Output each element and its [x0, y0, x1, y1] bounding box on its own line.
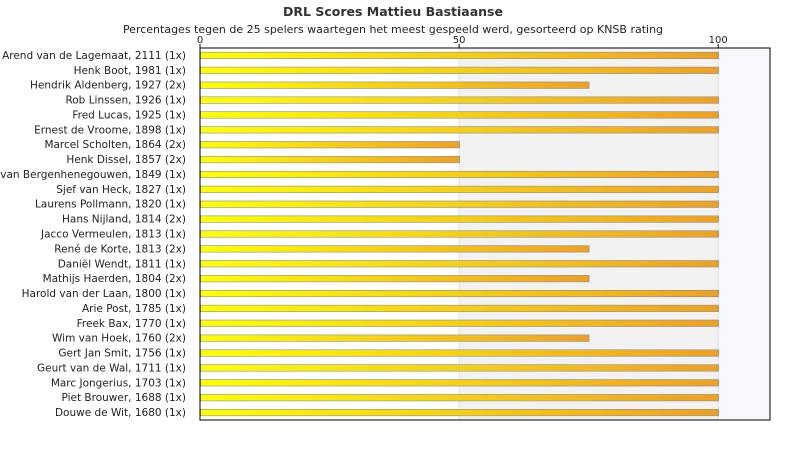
- category-label: Jacco Vermeulen, 1813 (1x): [40, 229, 186, 241]
- category-label: Sjef van Heck, 1827 (1x): [56, 184, 186, 196]
- bar: [200, 81, 590, 89]
- bar: [200, 215, 719, 223]
- category-label: Harold van der Laan, 1800 (1x): [22, 288, 186, 300]
- category-label: Rob Linssen, 1926 (1x): [65, 95, 186, 107]
- bar: [200, 319, 719, 327]
- category-label: Geurt van de Wal, 1711 (1x): [37, 362, 186, 374]
- bar: [200, 200, 719, 208]
- category-label: Marco van Bergenhenegouwen, 1849 (1x): [0, 169, 186, 181]
- x-tick-label: 100: [709, 35, 728, 46]
- bar: [200, 349, 719, 357]
- plot-band-beyond-100: [718, 48, 770, 420]
- bar: [200, 156, 460, 164]
- bar: [200, 379, 719, 387]
- category-label: René de Korte, 1813 (2x): [54, 243, 186, 255]
- category-label: Henk Boot, 1981 (1x): [74, 65, 186, 77]
- chart-title: DRL Scores Mattieu Bastiaanse: [283, 4, 503, 19]
- bar: [200, 185, 719, 193]
- category-label: Gert Jan Smit, 1756 (1x): [58, 348, 186, 360]
- bar: [200, 394, 719, 402]
- plot-frame: [199, 47, 771, 421]
- bar: [200, 111, 719, 119]
- category-label: Freek Bax, 1770 (1x): [77, 318, 186, 330]
- category-label: Marcel Scholten, 1864 (2x): [44, 139, 186, 151]
- chart-subtitle: Percentages tegen de 25 spelers waartege…: [123, 23, 663, 36]
- category-label: Mathijs Haerden, 1804 (2x): [43, 273, 186, 285]
- category-label: Daniël Wendt, 1811 (1x): [58, 258, 186, 270]
- category-label: Arend van de Lagemaat, 2111 (1x): [2, 50, 186, 62]
- bar: [200, 275, 590, 283]
- bar: [200, 409, 719, 417]
- bar: [200, 126, 719, 134]
- category-label: Hendrik Aldenberg, 1927 (2x): [30, 80, 186, 92]
- category-label: Laurens Pollmann, 1820 (1x): [35, 199, 186, 211]
- bar: [200, 260, 719, 268]
- bar: [200, 96, 719, 104]
- category-label: Wim van Hoek, 1760 (2x): [52, 333, 186, 345]
- bar: [200, 230, 719, 238]
- category-label: Ernest de Vroome, 1898 (1x): [34, 124, 186, 136]
- category-labels: Arend van de Lagemaat, 2111 (1x) Henk Boo…: [0, 50, 186, 419]
- x-tick-label: 50: [453, 35, 466, 46]
- bar: [200, 364, 719, 372]
- bar: [200, 245, 590, 253]
- category-label: Piet Brouwer, 1688 (1x): [62, 392, 187, 404]
- bar: [200, 289, 719, 298]
- category-label: Arie Post, 1785 (1x): [82, 303, 186, 315]
- bar: [200, 170, 719, 179]
- category-label: Marc Jongerius, 1703 (1x): [51, 377, 186, 389]
- bar: [200, 334, 590, 342]
- bar: [200, 141, 460, 149]
- category-label: Hans Nijland, 1814 (2x): [62, 214, 186, 226]
- bar: [200, 51, 719, 59]
- bar: [200, 304, 719, 312]
- category-label: Douwe de Wit, 1680 (1x): [55, 407, 186, 419]
- category-label: Fred Lucas, 1925 (1x): [72, 109, 186, 121]
- x-tick-label: 0: [197, 35, 203, 46]
- category-label: Henk Dissel, 1857 (2x): [66, 154, 186, 166]
- bar: [200, 66, 719, 74]
